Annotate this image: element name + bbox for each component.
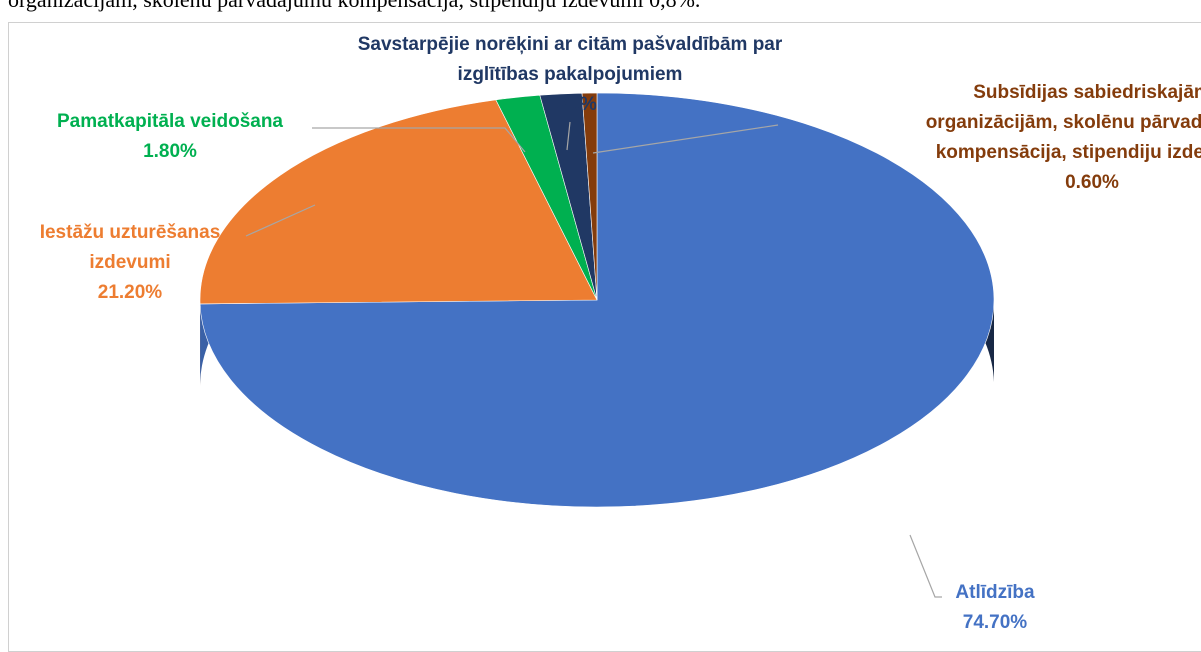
data-label: Iestāžu uzturēšanas izdevumi 21.20% — [10, 218, 250, 308]
category-label: Atlīdzība — [955, 582, 1034, 603]
category-label: Pamatkapitāla veidošana — [57, 111, 283, 132]
data-label: Subsīdijas sabiedriskajām organizācijām,… — [922, 78, 1201, 198]
value-label: 1.80% — [20, 137, 320, 167]
data-label: Savstarpējie norēķini ar citām pašvaldīb… — [345, 30, 795, 120]
data-label: Atlīdzība 74.70% — [895, 578, 1095, 638]
category-label: Subsīdijas sabiedriskajām organizācijām,… — [926, 82, 1201, 163]
value-label: 1.70% — [345, 90, 795, 120]
value-label: 0.60% — [922, 168, 1201, 198]
data-label: Pamatkapitāla veidošana 1.80% — [20, 107, 320, 167]
category-label: Iestāžu uzturēšanas izdevumi — [40, 222, 221, 273]
value-label: 21.20% — [10, 278, 250, 308]
category-label: Savstarpējie norēķini ar citām pašvaldīb… — [358, 34, 783, 85]
value-label: 74.70% — [895, 608, 1095, 638]
